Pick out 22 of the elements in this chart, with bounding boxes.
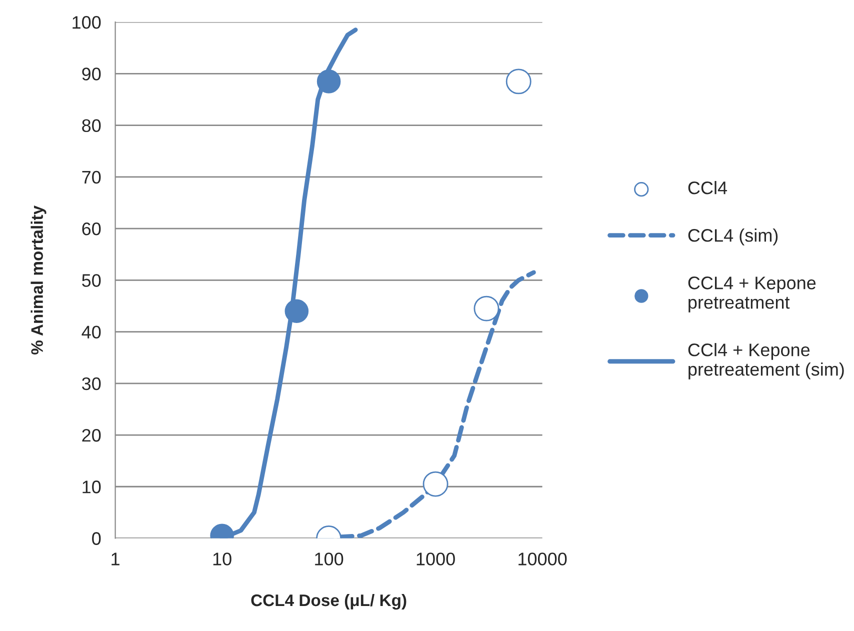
y-tick-label: 90 <box>82 68 101 80</box>
y-tick-label: 30 <box>82 377 101 390</box>
legend-label: CCl4 <box>688 181 728 194</box>
x-tick-label: 100 <box>315 552 344 566</box>
x-axis-title: CCL4 Dose (μL/ Kg) <box>251 594 406 610</box>
y-tick-label: 70 <box>82 170 101 184</box>
y-axis-title: % Animal mortality <box>30 206 46 354</box>
legend-label: CCL4 (sim) <box>688 228 778 246</box>
x-tick-label: 10 <box>213 552 232 566</box>
y-tick-label: 40 <box>82 326 101 338</box>
x-tick-label: 1 <box>112 552 120 566</box>
y-tick-label: 80 <box>82 119 101 132</box>
legend-label: CCL4 + Kepone pretreatment <box>688 276 816 312</box>
y-tick-label: 100 <box>72 16 101 29</box>
y-tick-label: 10 <box>82 480 101 494</box>
y-tick-label: 20 <box>82 428 101 442</box>
x-tick-label: 1000 <box>416 552 455 566</box>
y-tick-label: 50 <box>82 274 101 287</box>
y-tick-label: 0 <box>92 532 101 545</box>
legend-label: CCl4 + Kepone pretreatement (sim) <box>688 343 844 380</box>
y-tick-label: 60 <box>82 222 101 236</box>
x-tick-label: 10000 <box>518 552 567 566</box>
